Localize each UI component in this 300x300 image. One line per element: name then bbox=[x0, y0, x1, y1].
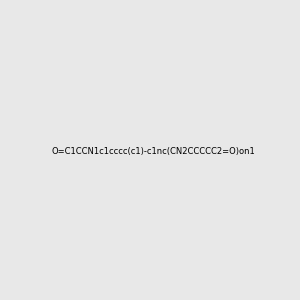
Text: O=C1CCN1c1cccc(c1)-c1nc(CN2CCCCC2=O)on1: O=C1CCN1c1cccc(c1)-c1nc(CN2CCCCC2=O)on1 bbox=[52, 147, 256, 156]
